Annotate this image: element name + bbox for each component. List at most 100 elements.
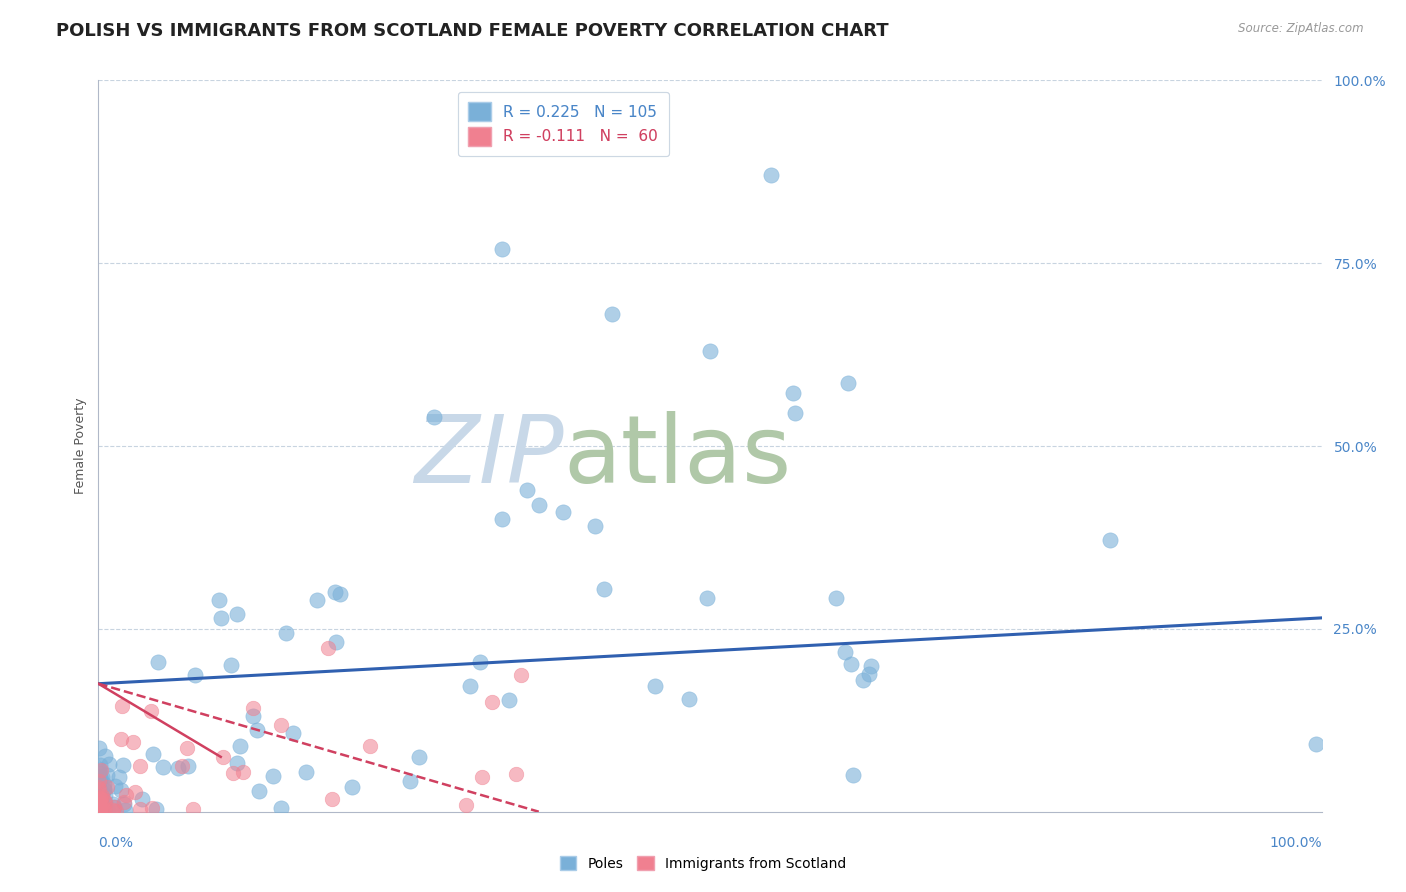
Point <box>124 785 146 799</box>
Point <box>860 658 883 673</box>
Point <box>167 761 190 775</box>
Point <box>93 800 115 814</box>
Point <box>274 626 297 640</box>
Point <box>105 804 128 818</box>
Point <box>783 406 806 420</box>
Point <box>89 801 111 815</box>
Text: 0.0%: 0.0% <box>98 836 134 850</box>
Point <box>93 795 115 809</box>
Point <box>211 749 233 764</box>
Point <box>458 680 481 694</box>
Point <box>644 679 666 693</box>
Point <box>1098 533 1121 548</box>
Y-axis label: Female Poverty: Female Poverty <box>75 398 87 494</box>
Point <box>321 792 343 806</box>
Point <box>91 792 114 806</box>
Point <box>104 779 127 793</box>
Point <box>761 169 783 183</box>
Point <box>87 800 110 814</box>
Point <box>93 748 115 763</box>
Point <box>91 803 114 817</box>
Point <box>600 307 623 321</box>
Point <box>93 802 115 816</box>
Point <box>91 789 114 804</box>
Point <box>87 766 110 780</box>
Point <box>232 764 254 779</box>
Point <box>509 667 531 681</box>
Point <box>89 758 111 772</box>
Point <box>323 584 346 599</box>
Text: 100.0%: 100.0% <box>1270 836 1322 850</box>
Point <box>89 771 111 785</box>
Point <box>89 801 111 815</box>
Point <box>851 673 873 688</box>
Point <box>94 788 117 802</box>
Point <box>678 692 700 706</box>
Point <box>142 747 165 762</box>
Point <box>177 759 200 773</box>
Point <box>837 376 859 391</box>
Point <box>103 803 125 817</box>
Point <box>89 794 111 808</box>
Point <box>456 798 478 813</box>
Point <box>90 792 112 806</box>
Point <box>145 802 167 816</box>
Point <box>89 804 111 818</box>
Point <box>699 343 721 358</box>
Point <box>481 695 503 709</box>
Point <box>583 518 606 533</box>
Point <box>87 775 110 789</box>
Point <box>782 385 804 400</box>
Point <box>89 799 111 814</box>
Point <box>114 803 136 817</box>
Point <box>89 791 111 805</box>
Point <box>112 797 135 811</box>
Point <box>87 797 110 812</box>
Point <box>696 591 718 606</box>
Point <box>219 658 242 673</box>
Text: POLISH VS IMMIGRANTS FROM SCOTLAND FEMALE POVERTY CORRELATION CHART: POLISH VS IMMIGRANTS FROM SCOTLAND FEMAL… <box>56 22 889 40</box>
Point <box>87 796 110 810</box>
Point <box>96 780 118 795</box>
Point <box>87 804 110 818</box>
Point <box>141 801 163 815</box>
Point <box>408 750 430 764</box>
Point <box>90 790 112 805</box>
Point <box>228 739 250 753</box>
Point <box>91 802 114 816</box>
Point <box>139 704 162 718</box>
Point <box>471 770 494 784</box>
Point <box>270 718 292 732</box>
Point <box>98 756 121 771</box>
Point <box>89 793 111 807</box>
Point <box>515 483 537 497</box>
Point <box>87 803 110 817</box>
Point <box>242 701 264 715</box>
Point <box>111 699 134 714</box>
Legend: Poles, Immigrants from Scotland: Poles, Immigrants from Scotland <box>554 850 852 876</box>
Point <box>108 770 131 784</box>
Point <box>146 655 169 669</box>
Point <box>87 762 110 776</box>
Point <box>89 804 111 818</box>
Point <box>89 782 111 797</box>
Point <box>87 797 110 812</box>
Point <box>270 801 292 815</box>
Point <box>858 667 880 681</box>
Point <box>111 758 134 772</box>
Point <box>87 804 110 818</box>
Point <box>226 756 249 771</box>
Point <box>553 505 575 519</box>
Point <box>329 587 352 601</box>
Point <box>208 592 231 607</box>
Point <box>131 792 153 806</box>
Point <box>226 607 249 621</box>
Point <box>93 781 115 796</box>
Point <box>839 657 862 671</box>
Point <box>103 800 125 814</box>
Point <box>491 512 513 526</box>
Point <box>87 783 110 797</box>
Point <box>114 789 136 803</box>
Point <box>89 805 111 819</box>
Point <box>295 765 318 780</box>
